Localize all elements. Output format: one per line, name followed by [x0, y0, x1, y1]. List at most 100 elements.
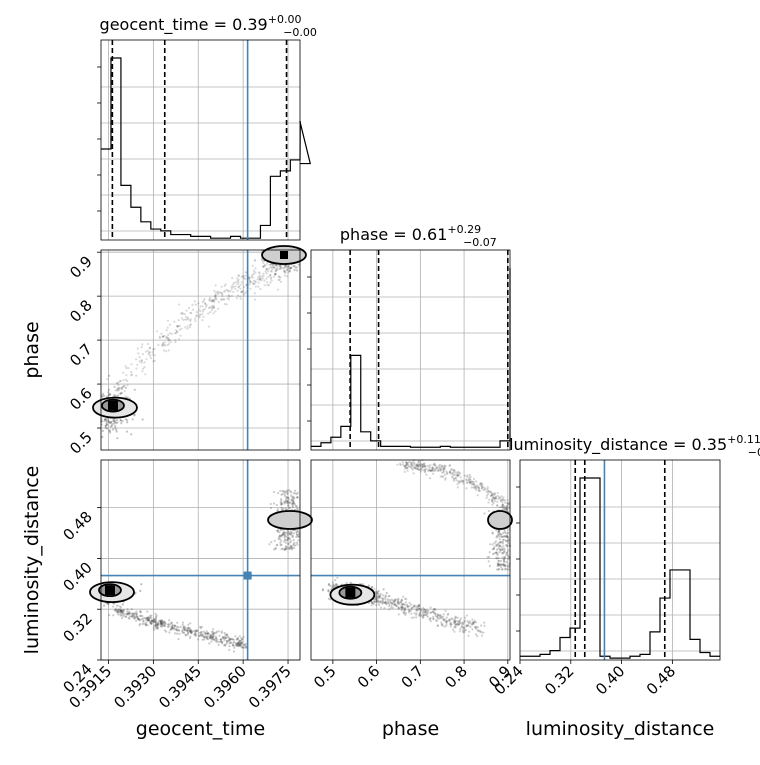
scatter-geocent-time-vs-phase-sample: [210, 299, 213, 302]
scatter-geocent-time-vs-luminosity-distance-sample: [153, 628, 156, 631]
scatter-geocent-time-vs-luminosity-distance-sample: [292, 497, 295, 500]
scatter-geocent-time-vs-phase-sample: [259, 278, 262, 281]
scatter-phase-vs-luminosity-distance-sample: [453, 617, 457, 620]
scatter-phase-vs-luminosity-distance-sample: [474, 633, 478, 636]
scatter-geocent-time-vs-luminosity-distance-sample: [289, 540, 293, 543]
scatter-geocent-time-vs-phase-sample: [287, 265, 290, 268]
scatter-geocent-time-vs-phase-sample: [122, 371, 125, 374]
scatter-phase-vs-luminosity-distance-sample: [453, 469, 456, 472]
scatter-geocent-time-vs-luminosity-distance-sample: [202, 636, 206, 639]
scatter-geocent-time-vs-phase-sample: [262, 261, 265, 265]
scatter-phase-vs-luminosity-distance-sample: [444, 465, 447, 468]
scatter-geocent-time-vs-luminosity-distance-sample: [146, 618, 150, 621]
scatter-geocent-time-vs-luminosity-distance-sample: [241, 646, 244, 649]
scatter-geocent-time-vs-luminosity-distance-sample: [174, 627, 177, 630]
scatter-phase-vs-luminosity-distance-sample: [491, 498, 494, 502]
scatter-geocent-time-vs-phase-sample: [214, 297, 217, 300]
scatter-phase-vs-luminosity-distance-sample: [400, 602, 403, 606]
scatter-geocent-time-vs-luminosity-distance-sample: [133, 617, 136, 620]
scatter-phase-vs-luminosity-distance-sample: [507, 565, 510, 568]
scatter-phase-vs-luminosity-distance-sample: [428, 617, 431, 620]
scatter-phase-vs-luminosity-distance-sample: [466, 481, 469, 484]
scatter-geocent-time-vs-phase-sample: [279, 280, 283, 283]
scatter-geocent-time-vs-phase-sample: [137, 352, 140, 355]
scatter-geocent-time-vs-phase-sample: [234, 285, 237, 288]
scatter-geocent-time-vs-phase-sample: [145, 350, 148, 353]
scatter-phase-vs-luminosity-distance-sample: [459, 621, 462, 624]
scatter-geocent-time-vs-phase-sample: [269, 263, 272, 266]
scatter-phase-vs-luminosity-distance-sample: [432, 610, 435, 613]
scatter-phase-vs-luminosity-distance-sample: [472, 622, 475, 626]
scatter-phase-vs-luminosity-distance-sample: [491, 543, 494, 546]
scatter-geocent-time-vs-phase-sample: [216, 291, 219, 294]
scatter-phase-vs-luminosity-distance-sample: [439, 615, 442, 618]
scatter-phase-vs-luminosity-distance-sample: [433, 607, 436, 611]
scatter-geocent-time-vs-phase-sample: [189, 311, 192, 314]
scatter-geocent-time-vs-phase-sample: [158, 336, 161, 339]
scatter-geocent-time-vs-luminosity-distance-sample: [239, 639, 242, 642]
scatter-geocent-time-vs-luminosity-distance-sample: [122, 614, 125, 618]
scatter-phase-vs-luminosity-distance-sample: [410, 616, 413, 620]
scatter-phase-vs-luminosity-distance-sample: [432, 617, 435, 620]
scatter-phase-vs-luminosity-distance-sample: [499, 541, 502, 544]
scatter-phase-vs-luminosity-distance-sample: [455, 620, 458, 623]
scatter-geocent-time-vs-luminosity-distance-sample: [145, 624, 148, 627]
scatter-geocent-time-vs-luminosity-distance-sample: [285, 541, 288, 544]
scatter-geocent-time-vs-luminosity-distance-sample: [119, 614, 122, 617]
scatter-phase-vs-luminosity-distance-sample: [477, 486, 480, 489]
scatter-phase-vs-luminosity-distance-sample: [424, 468, 427, 471]
scatter-geocent-time-vs-phase-sample: [240, 275, 243, 279]
scatter-geocent-time-vs-phase-sample: [170, 332, 174, 335]
scatter-phase-vs-luminosity-distance-sample: [459, 476, 462, 479]
scatter-phase-vs-luminosity-distance-sample: [452, 618, 455, 621]
scatter-geocent-time-vs-luminosity-distance-sample: [163, 625, 167, 628]
scatter-geocent-time-vs-luminosity-distance-sample: [154, 626, 157, 629]
scatter-geocent-time-vs-luminosity-distance-sample: [158, 620, 161, 623]
scatter-geocent-time-vs-phase-sample: [185, 318, 188, 321]
scatter-geocent-time-vs-luminosity-distance-sample: [223, 638, 226, 642]
scatter-geocent-time-vs-luminosity-distance-sample: [280, 535, 283, 538]
scatter-geocent-time-vs-luminosity-distance-sample: [286, 499, 289, 503]
scatter-phase-vs-luminosity-distance-sample: [482, 631, 485, 634]
scatter-phase-vs-luminosity-distance-sample: [415, 464, 418, 467]
scatter-geocent-time-vs-phase-sample: [130, 370, 133, 374]
scatter-phase-vs-luminosity-distance-sample: [390, 598, 393, 601]
scatter-phase-vs-luminosity-distance-sample: [456, 474, 459, 477]
scatter-geocent-time-vs-luminosity-distance-sample: [135, 614, 138, 617]
scatter-phase-vs-luminosity-distance-sample: [505, 544, 508, 547]
scatter-geocent-time-vs-luminosity-distance-sample: [162, 620, 165, 623]
scatter-geocent-time-vs-luminosity-distance-sample: [176, 621, 179, 624]
scatter-phase-vs-luminosity-distance-sample: [453, 630, 456, 633]
scatter-geocent-time-vs-luminosity-distance-sample: [200, 633, 203, 636]
scatter-phase-vs-luminosity-distance-sample: [415, 608, 418, 611]
scatter-phase-vs-luminosity-distance-sample: [429, 620, 432, 623]
scatter-phase-vs-luminosity-distance-sample: [462, 482, 465, 485]
scatter-geocent-time-vs-luminosity-distance-truth-marker: [243, 571, 252, 580]
scatter-phase-vs-luminosity-distance-sample: [375, 600, 378, 603]
scatter-geocent-time-vs-luminosity-distance-sample: [240, 643, 243, 646]
scatter-geocent-time-vs-luminosity-distance-sample: [281, 547, 284, 550]
xtick-label-geocent-time: 0.3975: [245, 662, 295, 712]
scatter-geocent-time-vs-luminosity-distance-sample: [288, 547, 291, 550]
scatter-phase-vs-luminosity-distance-sample: [421, 612, 424, 615]
scatter-phase-vs-luminosity-distance-sample: [403, 597, 407, 600]
scatter-phase-vs-luminosity-distance-sample: [503, 555, 506, 558]
scatter-geocent-time-vs-phase-sample: [121, 385, 124, 389]
scatter-phase-vs-luminosity-distance-sample: [449, 470, 452, 473]
scatter-phase-vs-luminosity-distance-sample: [469, 480, 472, 483]
scatter-geocent-time-vs-luminosity-distance-sample: [210, 630, 213, 634]
scatter-geocent-time-vs-luminosity-distance-sample: [161, 620, 164, 623]
scatter-geocent-time-vs-phase-sample: [195, 311, 199, 314]
scatter-geocent-time-vs-luminosity-distance-sample: [284, 500, 287, 503]
scatter-phase-vs-luminosity-distance-sample: [452, 471, 455, 474]
scatter-geocent-time-vs-luminosity-distance-sample: [155, 615, 158, 618]
scatter-geocent-time-vs-phase-sample: [262, 265, 265, 268]
scatter-geocent-time-vs-phase-sample: [105, 395, 109, 398]
scatter-geocent-time-vs-luminosity-distance-sample: [118, 605, 121, 608]
scatter-geocent-time-vs-luminosity-distance-sample: [122, 612, 125, 615]
scatter-phase-vs-luminosity-distance-sample: [380, 597, 383, 600]
scatter-geocent-time-vs-phase-sample: [267, 284, 271, 287]
scatter-geocent-time-vs-luminosity-distance-sample: [211, 633, 214, 636]
scatter-geocent-time-vs-luminosity-distance-sample: [153, 617, 156, 620]
scatter-geocent-time-vs-phase-sample: [202, 299, 205, 302]
